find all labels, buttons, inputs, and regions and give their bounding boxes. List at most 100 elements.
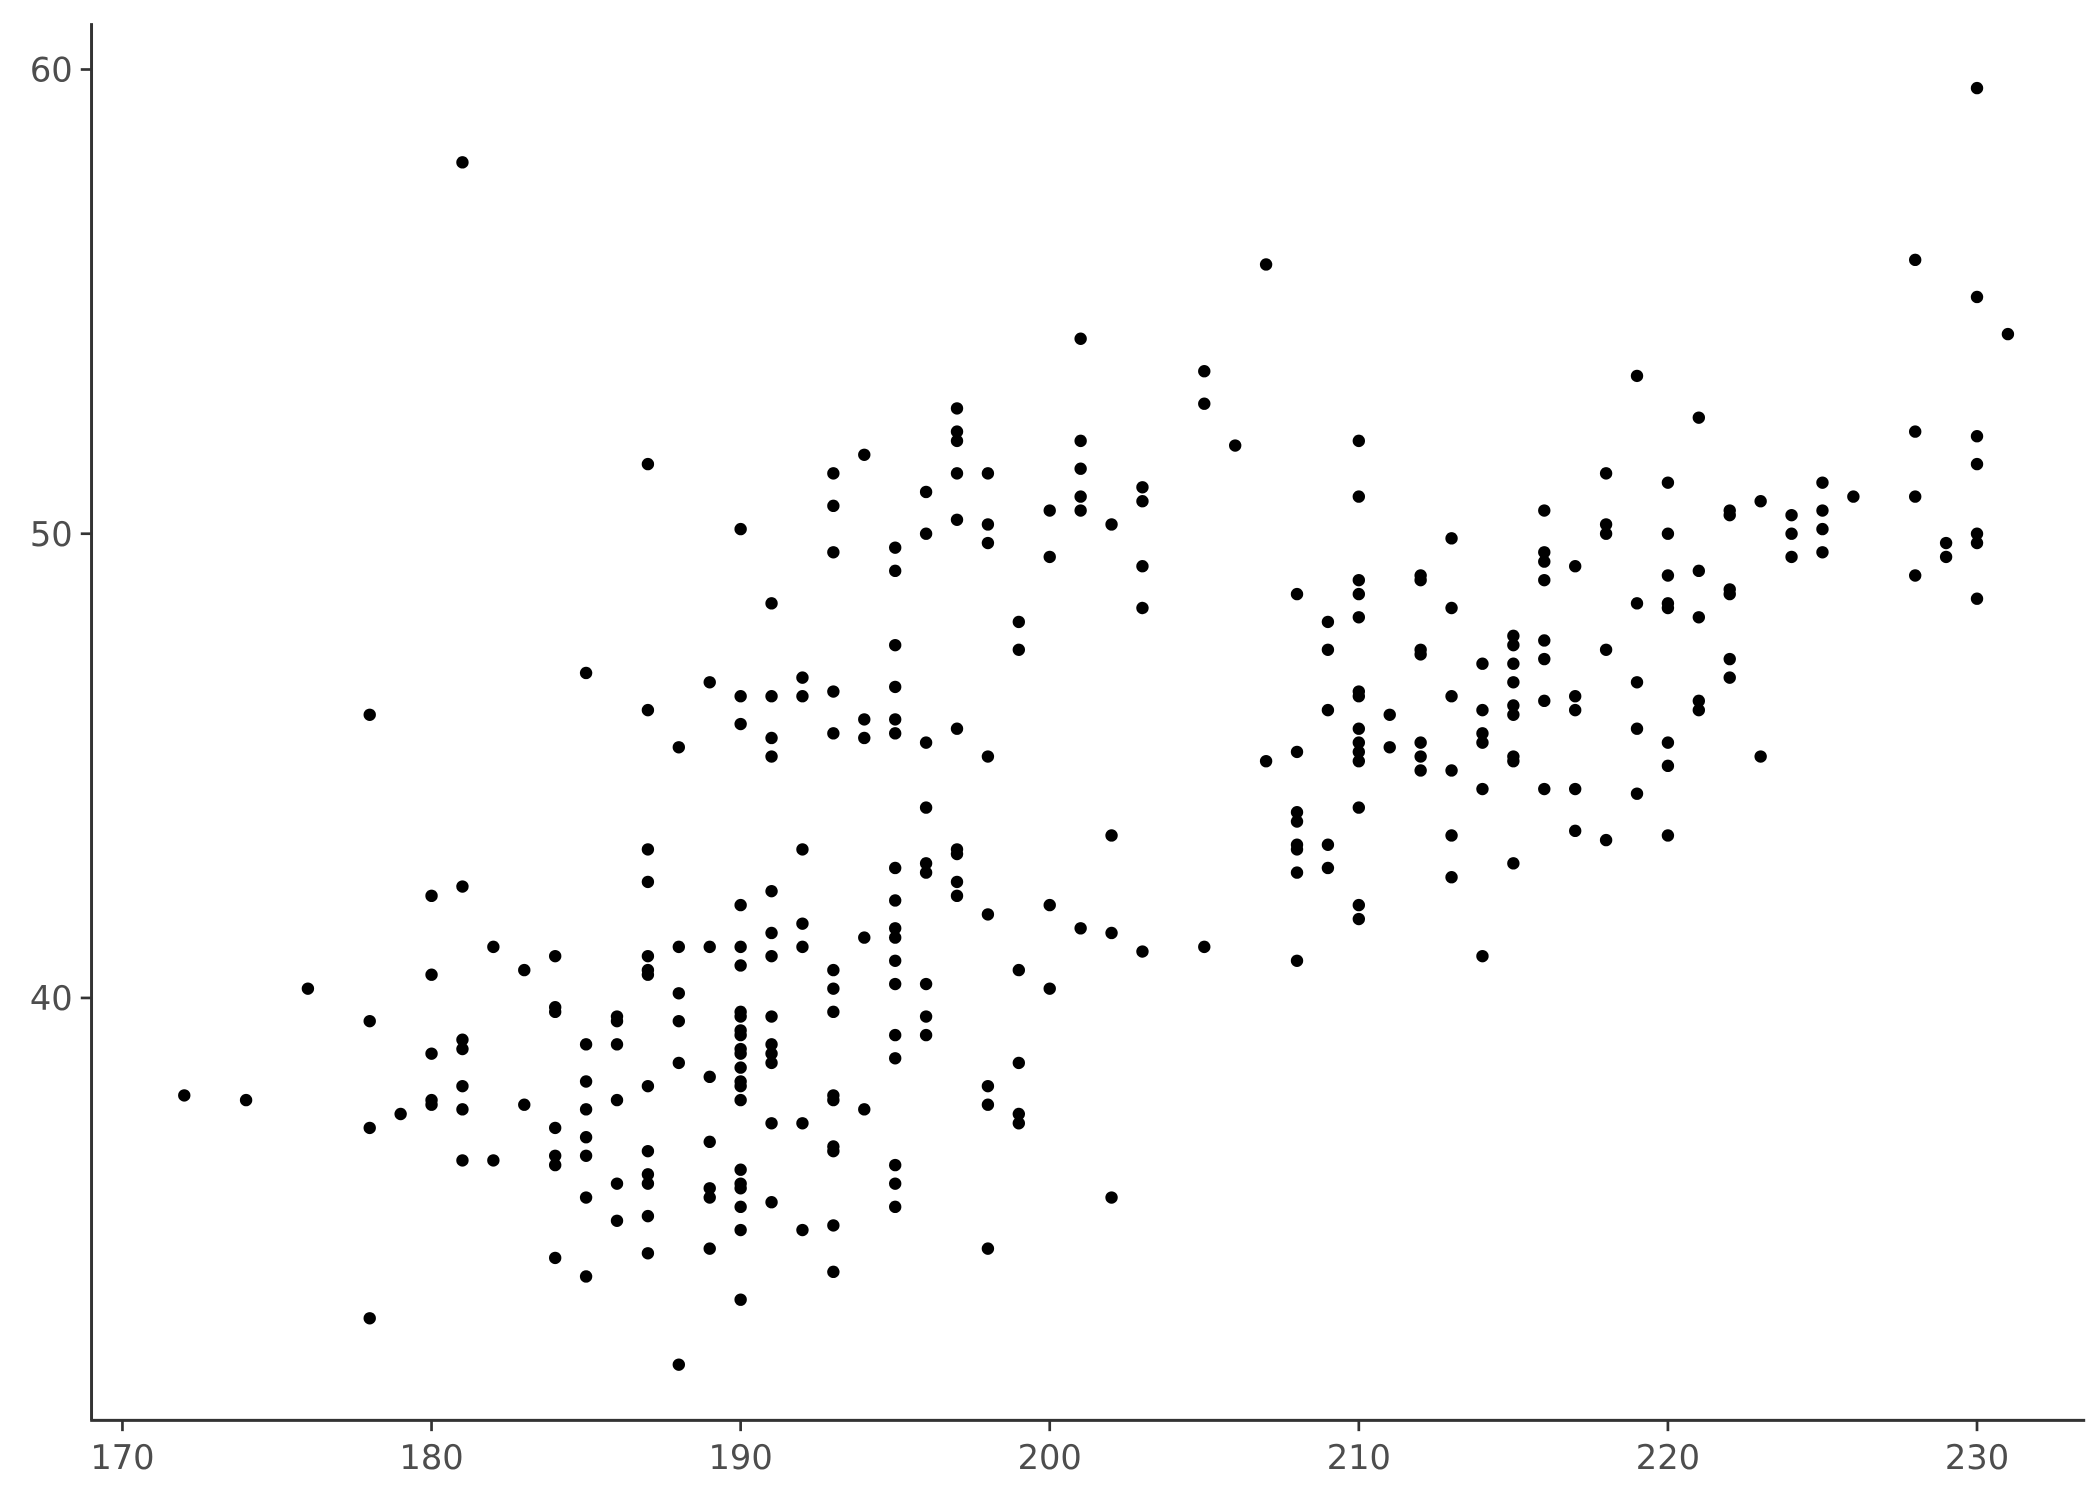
data-point xyxy=(888,1158,902,1172)
data-point xyxy=(1321,643,1335,656)
data-point xyxy=(1692,564,1706,578)
data-point xyxy=(888,977,902,991)
data-point xyxy=(888,541,902,554)
data-point xyxy=(610,1214,624,1227)
data-point xyxy=(672,1014,686,1028)
data-point xyxy=(1352,573,1366,587)
data-point xyxy=(981,1242,995,1255)
data-point xyxy=(703,1135,716,1149)
data-point xyxy=(1630,597,1644,610)
data-point xyxy=(703,1242,716,1255)
x-tick-label: 230 xyxy=(1945,1438,2009,1477)
data-point xyxy=(1012,1056,1026,1070)
data-point xyxy=(1538,573,1551,587)
data-point xyxy=(827,1093,840,1107)
data-point xyxy=(548,949,562,963)
x-tick-label: 190 xyxy=(709,1438,773,1477)
data-point xyxy=(641,457,655,471)
data-point xyxy=(1723,671,1736,684)
data-point xyxy=(1970,457,1984,471)
data-point xyxy=(641,1168,655,1181)
data-point xyxy=(1507,657,1520,670)
data-point xyxy=(827,963,840,977)
data-point xyxy=(1661,736,1675,749)
data-point xyxy=(1661,476,1675,489)
data-point xyxy=(888,727,902,740)
data-point xyxy=(765,1010,778,1023)
data-point xyxy=(1970,290,1984,304)
data-point xyxy=(1414,648,1427,661)
data-point xyxy=(1105,518,1118,531)
data-point xyxy=(1908,425,1922,438)
data-point xyxy=(672,940,686,954)
data-point xyxy=(1352,801,1366,814)
data-point xyxy=(888,894,902,907)
data-point xyxy=(1136,481,1149,494)
data-point xyxy=(919,977,933,991)
data-point xyxy=(579,1075,593,1088)
data-point xyxy=(548,1251,562,1265)
data-point xyxy=(1970,81,1984,95)
data-point xyxy=(610,1177,624,1190)
data-point xyxy=(765,731,778,745)
data-point xyxy=(1970,592,1984,605)
data-point xyxy=(1538,555,1551,568)
x-tick-label: 200 xyxy=(1018,1438,1082,1477)
data-point xyxy=(1568,690,1582,703)
data-point xyxy=(1445,532,1458,545)
data-point xyxy=(1352,690,1366,703)
data-point xyxy=(1352,745,1366,759)
data-point xyxy=(827,546,840,559)
data-point xyxy=(1816,522,1829,536)
data-point xyxy=(888,954,902,967)
data-point xyxy=(950,513,964,526)
data-point xyxy=(950,875,964,889)
data-point xyxy=(827,1265,840,1279)
data-point xyxy=(672,1358,686,1371)
data-point xyxy=(1970,527,1984,540)
data-point xyxy=(703,1070,716,1084)
data-point xyxy=(703,1182,716,1195)
data-point xyxy=(734,1223,747,1237)
data-point xyxy=(1476,657,1489,670)
data-point xyxy=(827,727,840,740)
data-point xyxy=(1290,587,1304,601)
data-point xyxy=(1290,806,1304,819)
data-point xyxy=(734,1093,747,1107)
data-point xyxy=(579,1191,593,1204)
data-point xyxy=(734,1061,747,1074)
data-point xyxy=(1074,462,1087,475)
data-point xyxy=(1043,550,1056,564)
data-point xyxy=(1414,750,1427,763)
data-point xyxy=(1538,634,1551,647)
data-point xyxy=(827,1005,840,1019)
data-point xyxy=(579,1131,593,1144)
data-point xyxy=(456,156,469,169)
data-point xyxy=(1538,694,1551,708)
y-axis-ticks: 40 50 60 xyxy=(30,51,92,1018)
data-point xyxy=(641,1247,655,1260)
x-axis-ticks: 170 180 190 200 210 220 230 xyxy=(90,1420,2009,1477)
data-point xyxy=(734,1010,747,1023)
data-point xyxy=(456,1033,469,1046)
data-point xyxy=(888,638,902,652)
data-point xyxy=(548,1158,562,1172)
data-point xyxy=(1198,397,1211,410)
data-point xyxy=(1352,754,1366,768)
data-point xyxy=(1290,954,1304,967)
data-point xyxy=(672,1056,686,1070)
data-point xyxy=(888,564,902,578)
data-point xyxy=(1043,898,1056,912)
data-point xyxy=(1599,527,1613,540)
data-point xyxy=(1136,945,1149,958)
data-point xyxy=(1661,569,1675,582)
data-point xyxy=(888,931,902,944)
data-point xyxy=(734,1047,747,1060)
data-point xyxy=(1321,838,1335,851)
x-tick-label: 180 xyxy=(399,1438,463,1477)
x-tick-label: 220 xyxy=(1636,1438,1700,1477)
data-point xyxy=(425,889,438,903)
data-point xyxy=(1074,504,1087,517)
data-point xyxy=(703,940,716,954)
